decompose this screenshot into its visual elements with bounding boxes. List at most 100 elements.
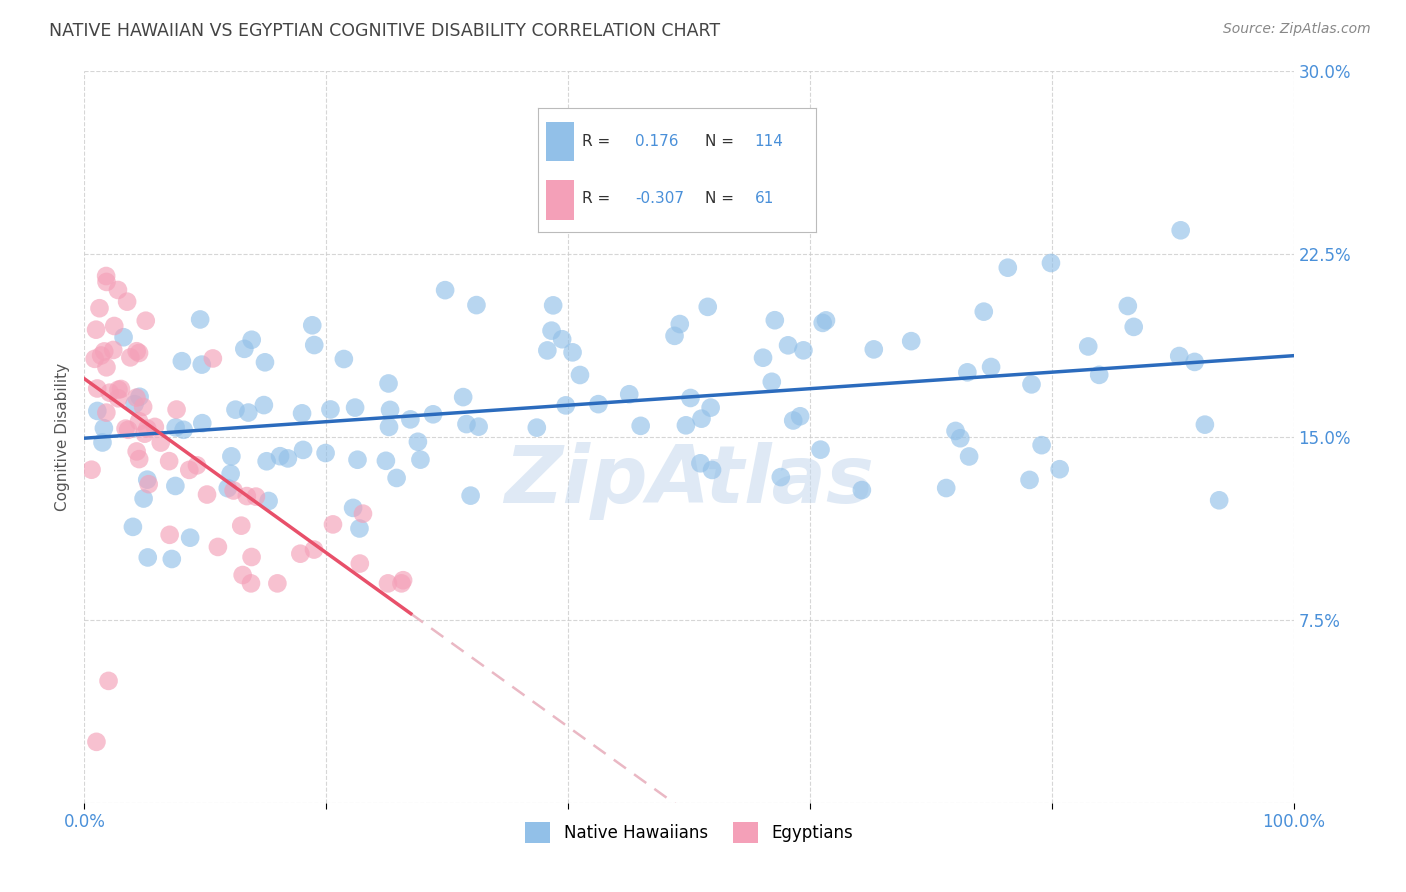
- Point: [342, 500, 364, 515]
- Point: [949, 431, 972, 445]
- Point: [465, 298, 488, 312]
- Point: [346, 452, 368, 467]
- Point: [103, 318, 125, 333]
- Point: [935, 481, 957, 495]
- Point: [231, 518, 253, 533]
- Point: [377, 376, 399, 391]
- Point: [957, 450, 980, 464]
- Point: [377, 576, 399, 591]
- Point: [980, 359, 1002, 374]
- Point: [526, 420, 548, 434]
- Point: [374, 454, 396, 468]
- Point: [96, 406, 118, 420]
- Point: [700, 463, 723, 477]
- Point: [392, 573, 415, 587]
- Point: [456, 417, 478, 431]
- Point: [165, 420, 187, 434]
- Point: [973, 304, 995, 318]
- Point: [125, 344, 148, 359]
- Point: [1170, 223, 1192, 237]
- Point: [232, 568, 254, 582]
- Point: [1049, 462, 1071, 476]
- Point: [1039, 256, 1062, 270]
- Point: [157, 454, 180, 468]
- Point: [86, 735, 108, 749]
- Point: [460, 489, 482, 503]
- Point: [378, 420, 401, 434]
- Point: [763, 313, 786, 327]
- Point: [136, 421, 159, 435]
- Point: [333, 351, 356, 366]
- Point: [689, 456, 711, 470]
- Point: [811, 316, 834, 330]
- Point: [536, 343, 558, 358]
- Point: [128, 346, 150, 360]
- Point: [1194, 417, 1216, 432]
- Point: [291, 406, 314, 420]
- Point: [1018, 473, 1040, 487]
- Point: [561, 345, 583, 359]
- Point: [97, 673, 120, 688]
- Point: [315, 446, 337, 460]
- Point: [256, 454, 278, 468]
- Point: [1021, 377, 1043, 392]
- Point: [588, 397, 610, 411]
- Point: [269, 449, 291, 463]
- Point: [166, 402, 188, 417]
- Point: [138, 477, 160, 491]
- Point: [1208, 493, 1230, 508]
- Point: [434, 283, 457, 297]
- Point: [956, 365, 979, 379]
- Point: [236, 489, 259, 503]
- Point: [349, 557, 371, 571]
- Point: [136, 550, 159, 565]
- Point: [96, 360, 118, 375]
- Point: [238, 406, 260, 420]
- Point: [277, 451, 299, 466]
- Point: [349, 521, 371, 535]
- Point: [1088, 368, 1111, 382]
- Point: [451, 390, 474, 404]
- Point: [292, 442, 315, 457]
- Point: [1184, 355, 1206, 369]
- Point: [188, 312, 211, 326]
- Point: [1116, 299, 1139, 313]
- Point: [128, 414, 150, 428]
- Point: [173, 423, 195, 437]
- Point: [132, 491, 155, 506]
- Point: [233, 342, 256, 356]
- Text: ZipAtlas: ZipAtlas: [503, 442, 875, 520]
- Point: [135, 314, 157, 328]
- Point: [86, 404, 108, 418]
- Point: [110, 382, 132, 396]
- Point: [675, 418, 697, 433]
- Text: Source: ZipAtlas.com: Source: ZipAtlas.com: [1223, 22, 1371, 37]
- Point: [385, 471, 408, 485]
- Point: [132, 400, 155, 414]
- Point: [143, 420, 166, 434]
- Point: [219, 467, 242, 481]
- Point: [96, 275, 118, 289]
- Point: [222, 483, 245, 498]
- Point: [89, 301, 111, 316]
- Point: [290, 547, 312, 561]
- Point: [115, 294, 138, 309]
- Point: [207, 540, 229, 554]
- Point: [814, 313, 837, 327]
- Point: [344, 401, 367, 415]
- Point: [1122, 319, 1144, 334]
- Point: [224, 402, 246, 417]
- Point: [159, 528, 181, 542]
- Point: [253, 398, 276, 412]
- Point: [93, 344, 115, 359]
- Point: [191, 358, 214, 372]
- Point: [301, 318, 323, 333]
- Point: [696, 300, 718, 314]
- Point: [792, 343, 814, 358]
- Legend: Native Hawaiians, Egyptians: Native Hawaiians, Egyptians: [519, 815, 859, 849]
- Point: [319, 402, 342, 417]
- Point: [117, 423, 139, 437]
- Point: [406, 434, 429, 449]
- Point: [165, 479, 187, 493]
- Point: [900, 334, 922, 348]
